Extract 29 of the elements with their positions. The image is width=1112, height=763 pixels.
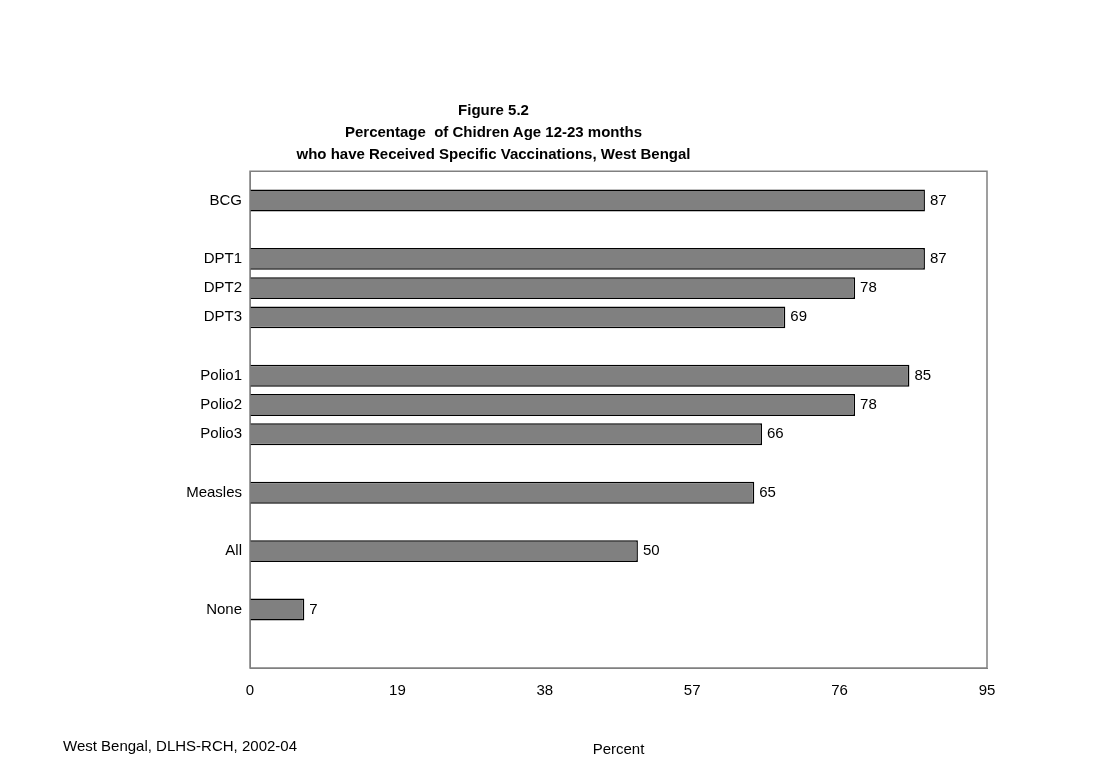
x-tick-label: 38: [536, 681, 554, 699]
x-tick-label: 57: [683, 681, 701, 699]
x-tick-label: 95: [978, 681, 996, 699]
y-tick-label: None: [206, 599, 242, 617]
text: West Bengal, DLHS-RCH, 2002-04: [63, 737, 297, 754]
x-axis-title: Percent: [592, 740, 646, 758]
y-tick-label: Polio2: [200, 395, 242, 413]
chart-title: Figure 5.2 Percentage of Chidren Age 12-23 months who have Received Specific Vaccinations, West Bengal: [295, 101, 691, 162]
data-label: 78: [860, 278, 877, 296]
y-tick-label: DPT3: [203, 307, 242, 325]
data-label: 87: [929, 249, 947, 267]
x-tick-label: 0: [245, 681, 255, 699]
y-tick-label: All: [225, 541, 242, 559]
data-label: 78: [860, 395, 877, 413]
y-tick-label: Polio3: [200, 424, 242, 442]
data-label: 87: [929, 190, 947, 208]
y-tick-label: DPT1: [203, 249, 242, 267]
y-tick-label: DPT2: [203, 278, 242, 296]
data-label: 50: [642, 541, 660, 559]
y-tick-label: Polio1: [200, 365, 242, 383]
data-label: 66: [767, 424, 784, 442]
data-label: 7: [309, 599, 318, 617]
x-tick-label: 76: [831, 681, 848, 699]
data-label: 65: [759, 482, 776, 500]
data-label: 85: [914, 365, 932, 383]
x-tick-label: 19: [389, 681, 406, 699]
y-tick-label: Measles: [186, 482, 242, 500]
y-tick-label: BCG: [209, 190, 242, 208]
data-label: 69: [790, 307, 807, 325]
